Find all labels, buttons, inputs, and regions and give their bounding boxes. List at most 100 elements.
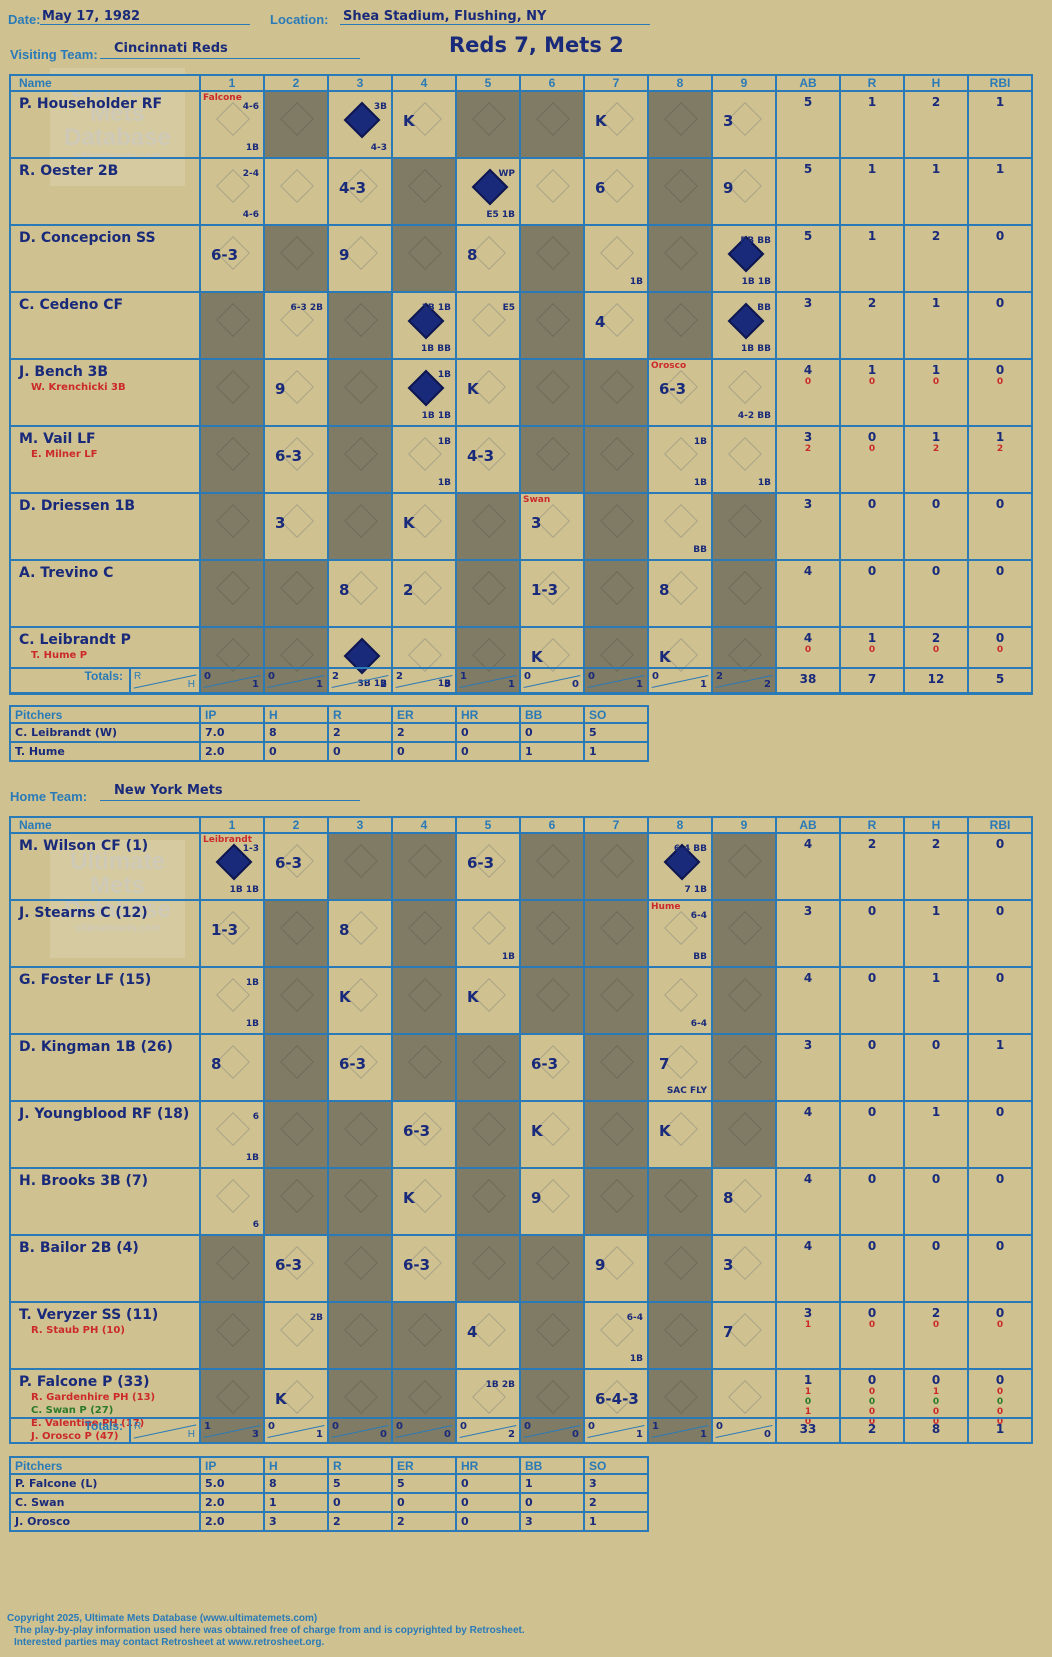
- inning-cell: 4: [583, 291, 649, 360]
- inning-hits: 1: [636, 1429, 643, 1440]
- stat-value: 2: [996, 444, 1004, 454]
- stat-value: 1: [995, 162, 1005, 176]
- play-note-top: 1B 2B: [485, 1380, 515, 1390]
- inning-runs: 0: [588, 1421, 595, 1432]
- base-diamond: [728, 1112, 762, 1146]
- pitcher-change-note: Falcone: [203, 93, 242, 103]
- base-diamond: [408, 844, 442, 878]
- play-result: 9: [275, 380, 286, 398]
- home-scorecard: Name 1 2 3 4 5 6 7 8 9 AB R H RBI M. Wilson CF (1) Leib…: [9, 816, 1033, 1444]
- base-diamond: [344, 1179, 378, 1213]
- base-diamond: [408, 1380, 442, 1414]
- date-value: May 17, 1982: [42, 9, 141, 24]
- play-note-bottom: 1B 1B: [741, 277, 771, 287]
- play-result: K: [467, 380, 479, 398]
- inning-cell: [327, 425, 393, 494]
- column-header: Name: [9, 816, 201, 834]
- base-diamond: [472, 571, 506, 605]
- stat-value: 0: [931, 497, 941, 511]
- base-diamond: [280, 236, 314, 270]
- base-diamond: [600, 1112, 634, 1146]
- play-result: K: [659, 1122, 671, 1140]
- inning-cell: 6-4 BB 7 1B: [647, 832, 713, 901]
- base-diamond: [408, 437, 442, 471]
- pitchers-column-header: BB: [519, 1456, 585, 1475]
- play-note-bottom: 1B 1B: [421, 411, 451, 421]
- inning-cell: [583, 1100, 649, 1169]
- pitcher-stat: 0: [327, 1492, 393, 1513]
- player-row: D. Kingman 1B (26) 8 6-3 6-3 7 SAC FLY 3 0 0 1: [9, 1033, 1033, 1102]
- stat-value: 0: [868, 1407, 876, 1417]
- stat-cell: 2: [903, 224, 969, 293]
- stat-value: 0: [996, 1397, 1004, 1407]
- play-result: K: [531, 648, 543, 666]
- base-diamond: [664, 504, 698, 538]
- stat-value: 3: [803, 430, 813, 444]
- base-diamond: [600, 978, 634, 1012]
- stat-value: 0: [868, 377, 876, 387]
- player-row: R. Oester 2B 2-4 4-6 4-3 WP E5 1B 6 9 5 1 1 1: [9, 157, 1033, 226]
- inning-cell: [455, 1100, 521, 1169]
- stat-value: 1: [867, 631, 877, 645]
- player-row: M. Vail LF E. Milner LF 6-3 1B 1B 4-3 1B 1B 1B 3 2…: [9, 425, 1033, 494]
- inning-cell: [327, 1234, 393, 1303]
- play-result: 8: [659, 581, 670, 599]
- stat-value: 2: [931, 1306, 941, 1320]
- play-note-top: 1B 1B: [421, 303, 451, 313]
- player-name-cell: M. Vail LF E. Milner LF: [9, 425, 201, 494]
- stat-cell: 0: [967, 966, 1033, 1035]
- inning-cell: 2: [391, 559, 457, 628]
- substitute-name: C. Swan P (27): [31, 1405, 114, 1416]
- home-team-value: New York Mets: [114, 783, 223, 798]
- stat-cell: 0: [839, 1167, 905, 1236]
- stat-value: 0: [931, 1038, 941, 1052]
- inning-cell: 6-3: [455, 832, 521, 901]
- inning-cell: 8: [327, 899, 393, 968]
- base-diamond: [344, 303, 378, 337]
- play-note-bottom: 1B: [757, 478, 771, 488]
- inning-cell: [519, 425, 585, 494]
- play-result: K: [403, 1189, 415, 1207]
- inning-cell: [199, 559, 265, 628]
- stat-value: 4: [803, 631, 813, 645]
- play-result: 6-3: [275, 854, 303, 872]
- location-value: Shea Stadium, Flushing, NY: [343, 9, 547, 24]
- stat-value: 0: [867, 1373, 877, 1387]
- base-diamond: [280, 1045, 314, 1079]
- base-diamond: [536, 1380, 570, 1414]
- base-diamond: [408, 1313, 442, 1347]
- column-header: 9: [711, 74, 777, 92]
- inning-cell: K: [391, 492, 457, 561]
- inning-cell: [263, 1033, 329, 1102]
- inning-cell: [583, 899, 649, 968]
- stat-cell: 2: [903, 90, 969, 159]
- pitcher-stat: 0: [391, 1492, 457, 1513]
- stat-value: 0: [931, 564, 941, 578]
- base-diamond: [600, 437, 634, 471]
- inning-cell: [263, 224, 329, 293]
- play-result: 8: [339, 581, 350, 599]
- pitchers-header-row: Pitchers IP H R ER HR BB SO: [9, 1456, 649, 1475]
- stat-value: 2: [867, 296, 877, 310]
- stat-cell: 0: [967, 1167, 1033, 1236]
- player-name: B. Bailor 2B (4): [19, 1240, 139, 1256]
- pitchers-column-header: SO: [583, 1456, 649, 1475]
- inning-cell: [519, 358, 585, 427]
- stat-value: 0: [995, 497, 1005, 511]
- game-total: 33: [775, 1417, 841, 1444]
- play-note-top: WP: [498, 169, 515, 179]
- stat-cell: 1: [903, 899, 969, 968]
- stat-value: 1: [931, 971, 941, 985]
- play-note-bottom: 6: [252, 1220, 259, 1230]
- inning-cell: BB: [647, 492, 713, 561]
- inning-cell: 6-3: [391, 1100, 457, 1169]
- inning-cell: 1B 1B 1B BB: [391, 291, 457, 360]
- inning-cell: [327, 1100, 393, 1169]
- inning-cell: [583, 832, 649, 901]
